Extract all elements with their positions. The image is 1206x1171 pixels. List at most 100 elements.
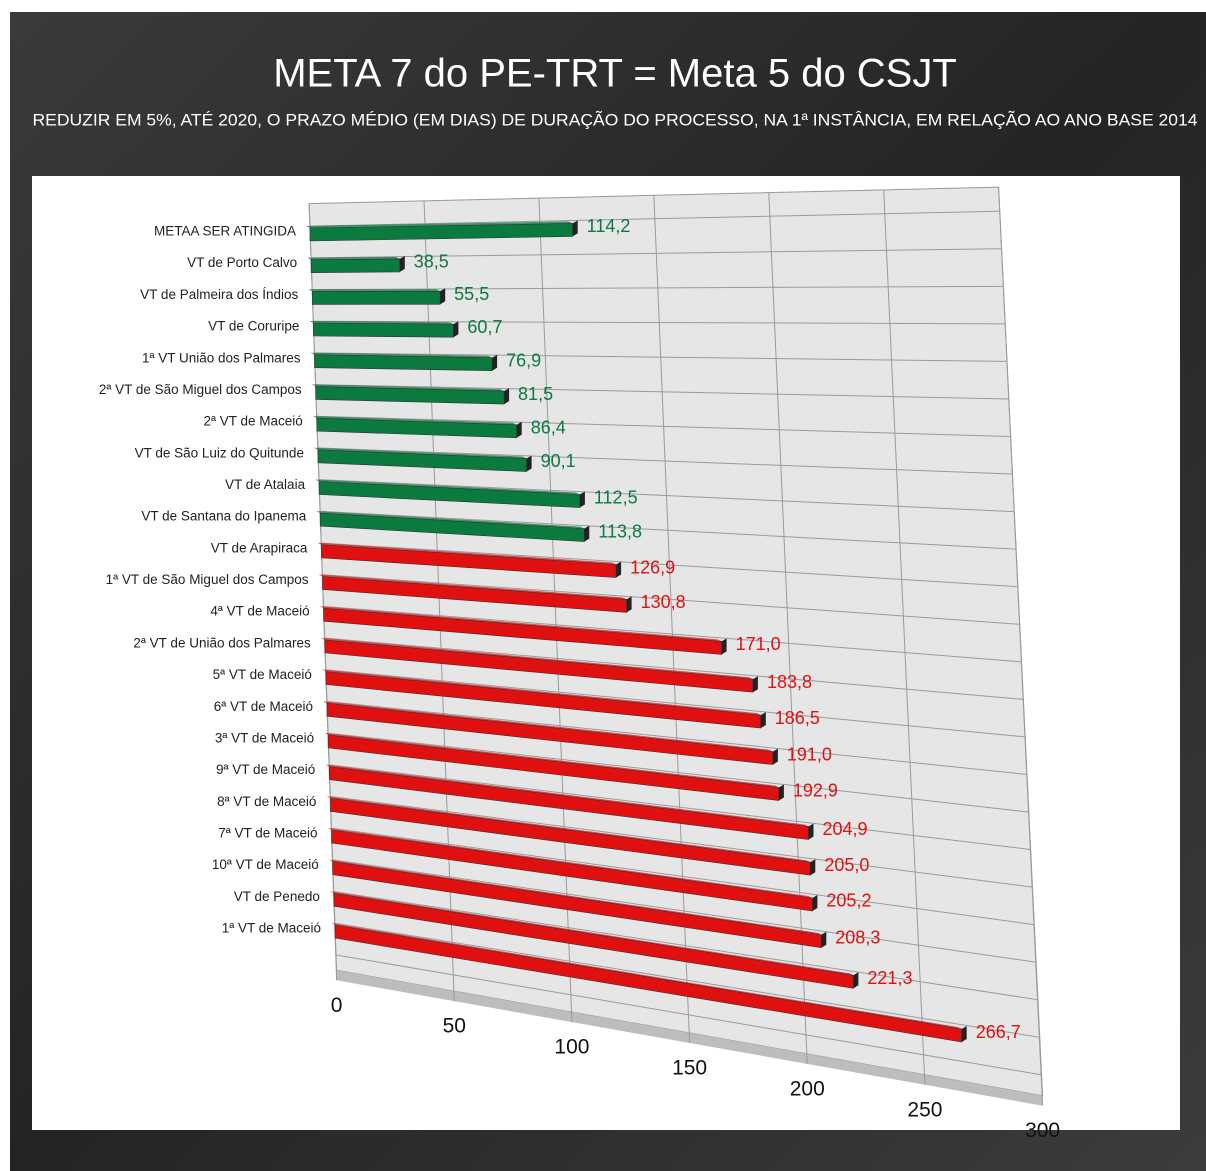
bar-top xyxy=(308,289,441,292)
bar-end xyxy=(721,638,727,655)
bar-top xyxy=(326,796,811,863)
value-label: 183,8 xyxy=(767,672,812,692)
bar-end xyxy=(399,255,405,272)
bar-top xyxy=(310,352,493,358)
bar-top xyxy=(309,321,454,325)
value-label: 113,8 xyxy=(598,521,642,541)
category-label: VT de Porto Calvo xyxy=(187,255,297,270)
bar-end xyxy=(453,321,459,338)
category-label: 6ª VT de Maceió xyxy=(214,699,313,714)
bar xyxy=(311,290,441,305)
bar-end xyxy=(440,288,446,305)
value-label: 266,7 xyxy=(976,1022,1021,1042)
value-label: 186,5 xyxy=(775,708,820,728)
bar-top xyxy=(314,447,527,459)
value-label: 205,2 xyxy=(826,891,871,911)
bar-top xyxy=(321,669,761,716)
category-label: VT de Arapiraca xyxy=(211,540,308,555)
value-label: 126,9 xyxy=(630,557,675,577)
category-label: VT de Santana do Ipanema xyxy=(141,509,306,524)
bar-end xyxy=(504,388,510,405)
category-label: 7ª VT de Maceió xyxy=(218,826,317,841)
bar-top xyxy=(331,923,962,1029)
value-label: 38,5 xyxy=(414,252,449,272)
value-label: 60,7 xyxy=(467,317,502,337)
row-grid-line xyxy=(309,210,1000,227)
bar-top xyxy=(318,574,627,600)
value-label: 171,0 xyxy=(736,634,781,654)
bar-top xyxy=(327,828,813,898)
bar-end xyxy=(961,1026,967,1042)
bar-top xyxy=(325,764,809,827)
chart-title: META 7 do PE-TRT = Meta 5 do CSJT xyxy=(273,52,957,96)
bar-top xyxy=(329,891,854,976)
bar-end xyxy=(752,676,758,693)
value-label: 114,2 xyxy=(587,216,631,236)
category-label: 1ª VT de São Miguel dos Campos xyxy=(106,572,309,587)
category-label: 3ª VT de Maceió xyxy=(215,730,314,745)
row-grid-line xyxy=(310,248,1001,259)
value-label: 90,1 xyxy=(541,451,576,471)
bar-top xyxy=(319,606,722,642)
bar-end xyxy=(808,823,814,840)
bar-end xyxy=(812,895,818,911)
bar-top xyxy=(328,859,822,935)
bar-end xyxy=(778,784,784,801)
bar-end xyxy=(772,748,778,765)
bar-end xyxy=(853,972,859,989)
bar-top xyxy=(306,221,573,228)
bar-top xyxy=(320,637,753,680)
bar-end xyxy=(572,220,578,237)
category-label: VT de Penedo xyxy=(234,889,320,904)
value-label: 204,9 xyxy=(823,819,868,839)
value-label: 86,4 xyxy=(531,418,566,438)
bar-end xyxy=(760,712,766,729)
category-label: 2ª VT de Maceió xyxy=(204,414,303,429)
category-label: VT de São Luiz do Quitunde xyxy=(135,445,304,460)
bar-top xyxy=(323,701,773,752)
value-label: 221,3 xyxy=(867,968,912,988)
x-tick-label: 200 xyxy=(790,1077,825,1100)
grid-line xyxy=(998,187,1044,1106)
bar-end xyxy=(516,421,522,438)
value-label: 192,9 xyxy=(793,780,838,800)
grid-line xyxy=(653,195,691,1044)
bar-top xyxy=(312,416,517,425)
x-tick-label: 50 xyxy=(443,1015,466,1038)
category-label: 2ª VT de União dos Palmares xyxy=(133,635,311,650)
category-label: VT de Coruripe xyxy=(208,319,299,334)
x-tick-label: 100 xyxy=(554,1036,589,1059)
value-label: 76,9 xyxy=(506,350,541,370)
value-label: 81,5 xyxy=(518,384,553,404)
bar-end xyxy=(626,596,632,613)
category-label: 5ª VT de Maceió xyxy=(213,667,312,682)
x-tick-label: 0 xyxy=(331,994,343,1017)
value-label: 130,8 xyxy=(641,592,686,612)
bar-end xyxy=(579,491,585,508)
x-tick-label: 150 xyxy=(672,1057,707,1080)
category-label: 4ª VT de Maceió xyxy=(210,604,309,619)
bar-end xyxy=(616,561,622,578)
bar-end xyxy=(821,931,827,948)
bar xyxy=(314,354,493,372)
x-tick-label: 300 xyxy=(1025,1119,1060,1142)
category-label: VT de Atalaia xyxy=(225,477,306,492)
bar-end xyxy=(526,455,532,472)
bar-end xyxy=(492,354,498,371)
value-label: 208,3 xyxy=(835,927,880,947)
bar-end xyxy=(584,525,590,542)
category-label: 1ª VT de Maceió xyxy=(222,921,321,936)
category-label: 1ª VT União dos Palmares xyxy=(142,350,301,365)
bar-top xyxy=(315,479,580,495)
chart-subtitle: REDUZIR EM 5%, ATÉ 2020, O PRAZO MÉDIO (… xyxy=(33,110,1198,129)
category-label: VT de Palmeira dos Índios xyxy=(140,287,298,302)
bar xyxy=(310,258,401,274)
category-label: 2ª VT de São Miguel dos Campos xyxy=(99,382,302,397)
x-tick-label: 250 xyxy=(907,1098,942,1121)
value-label: 112,5 xyxy=(594,487,638,507)
bar-end xyxy=(810,859,816,876)
bar-top xyxy=(311,384,505,392)
bar xyxy=(313,322,454,338)
category-label: METAA SER ATINGIDA xyxy=(154,224,296,239)
